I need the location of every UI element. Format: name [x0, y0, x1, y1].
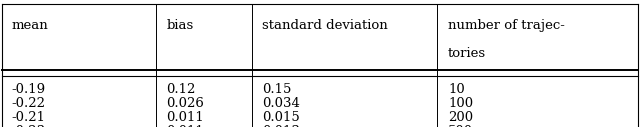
Text: 0.034: 0.034: [262, 97, 300, 110]
Text: -0.22: -0.22: [12, 97, 45, 110]
Text: 0.15: 0.15: [262, 83, 292, 96]
Text: 0.011: 0.011: [166, 125, 204, 127]
Text: 0.013: 0.013: [262, 125, 300, 127]
Text: 200: 200: [448, 111, 473, 124]
Text: tories: tories: [448, 47, 486, 60]
Text: -0.23: -0.23: [12, 125, 45, 127]
Text: -0.19: -0.19: [12, 83, 45, 96]
Text: 0.011: 0.011: [166, 111, 204, 124]
Text: mean: mean: [12, 19, 48, 32]
Text: 0.015: 0.015: [262, 111, 300, 124]
Text: 0.12: 0.12: [166, 83, 196, 96]
Text: 10: 10: [448, 83, 465, 96]
Text: 0.026: 0.026: [166, 97, 204, 110]
Text: 100: 100: [448, 97, 473, 110]
Text: number of trajec-: number of trajec-: [448, 19, 565, 32]
Text: 500: 500: [448, 125, 473, 127]
Text: bias: bias: [166, 19, 194, 32]
Text: standard deviation: standard deviation: [262, 19, 388, 32]
Text: -0.21: -0.21: [12, 111, 45, 124]
